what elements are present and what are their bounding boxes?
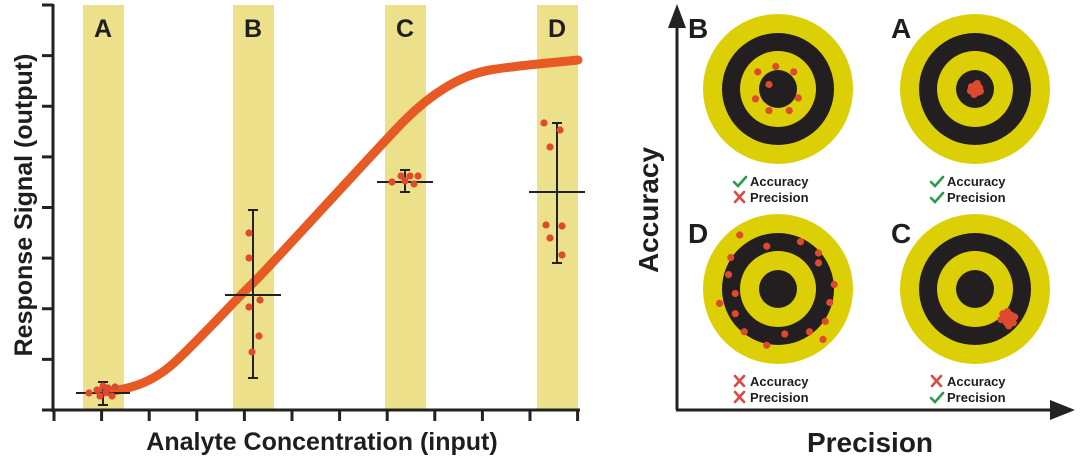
target-hit <box>751 95 760 103</box>
target-bullseye <box>759 270 797 308</box>
target-hit <box>763 242 771 250</box>
data-point-d <box>546 143 554 151</box>
precision-arrow-icon <box>1050 400 1075 420</box>
target-label-b: B <box>688 13 708 44</box>
target-hit <box>819 335 827 343</box>
accuracy-status-d: Accuracy <box>750 374 809 389</box>
data-point-b <box>255 332 263 340</box>
target-bullseye <box>759 70 797 108</box>
target-hit <box>736 231 744 239</box>
target-hit <box>715 299 724 307</box>
check-icon <box>732 175 748 188</box>
calibration-chart: A B C D Analyte Concentration (input) Respons… <box>10 3 585 456</box>
data-point-c <box>414 172 422 180</box>
target-hit <box>826 298 834 307</box>
target-hit <box>814 259 823 267</box>
target-hit <box>754 68 762 76</box>
target-hit <box>740 328 748 336</box>
target-hit <box>785 107 793 115</box>
target-hit <box>765 107 773 115</box>
data-point-c <box>406 172 414 180</box>
accuracy-axis-label: Accuracy <box>633 147 664 274</box>
target-d <box>703 214 853 364</box>
target-hit <box>724 271 733 279</box>
target-hit <box>973 80 981 88</box>
data-point-a <box>96 392 104 400</box>
data-point-d <box>540 119 548 127</box>
data-point-b <box>248 348 256 356</box>
target-hit <box>772 62 780 71</box>
data-point-b <box>245 303 253 311</box>
x-axis-label: Analyte Concentration (input) <box>146 428 497 456</box>
data-point-a <box>85 389 93 397</box>
target-hit <box>997 316 1005 324</box>
data-point-b <box>245 229 253 237</box>
data-point-a <box>108 392 116 400</box>
accuracy-status-b: Accuracy <box>750 174 809 189</box>
calibration-curve <box>98 55 583 397</box>
band-label-d: D <box>548 15 566 43</box>
y-axis-label: Response Signal (output) <box>10 54 38 357</box>
data-point-d <box>556 126 564 134</box>
target-hit <box>821 317 829 325</box>
data-point-d <box>546 234 554 242</box>
precision-status-c: Precision <box>947 390 1006 405</box>
band-c <box>385 5 426 410</box>
precision-status-d: Precision <box>750 390 809 405</box>
target-bullseye <box>956 270 994 308</box>
cross-icon <box>733 190 746 204</box>
target-hit <box>794 94 802 102</box>
cross-icon <box>930 374 943 388</box>
target-hit <box>976 87 985 95</box>
target-label-c: C <box>891 218 911 249</box>
target-hit <box>731 289 739 298</box>
check-icon <box>929 175 945 188</box>
check-icon <box>929 191 945 204</box>
target-hit <box>1011 313 1019 321</box>
target-hit <box>727 253 735 262</box>
target-hit <box>763 341 771 349</box>
data-point-b <box>245 254 253 262</box>
precision-status-b: Precision <box>750 190 809 205</box>
band-a <box>83 5 124 410</box>
target-a <box>900 14 1050 164</box>
target-hit <box>781 330 789 338</box>
target-hit <box>814 249 823 257</box>
data-point-a <box>111 383 119 391</box>
accuracy-status-a: Accuracy <box>947 174 1006 189</box>
target-b <box>703 14 853 164</box>
data-point-d <box>558 222 566 230</box>
band-label-c: C <box>396 15 414 43</box>
target-c <box>900 214 1050 364</box>
target-hit <box>830 280 838 289</box>
target-label-a: A <box>891 13 911 44</box>
target-hit <box>765 80 773 89</box>
precision-axis-label: Precision <box>807 427 933 458</box>
data-point-a <box>93 386 101 394</box>
data-point-c <box>401 177 409 185</box>
data-point-c <box>388 178 396 186</box>
target-hit <box>790 68 798 76</box>
check-icon <box>929 391 945 404</box>
data-point-d <box>558 251 566 259</box>
data-point-c <box>410 180 418 188</box>
target-hit <box>1005 322 1013 330</box>
data-point-c <box>397 172 405 180</box>
cross-icon <box>733 390 746 404</box>
precision-status-a: Precision <box>947 190 1006 205</box>
target-hit <box>731 310 739 318</box>
accuracy-status-c: Accuracy <box>947 374 1006 389</box>
target-hit <box>970 90 978 98</box>
target-hit <box>805 328 814 336</box>
target-label-d: D <box>688 218 708 249</box>
band-label-a: A <box>94 15 112 43</box>
cross-icon <box>733 374 746 388</box>
data-point-d <box>542 221 550 229</box>
data-point-b <box>256 296 264 304</box>
data-point-a <box>102 388 110 396</box>
band-label-b: B <box>244 15 262 43</box>
accuracy-arrow-icon <box>668 4 686 28</box>
target-hit <box>796 238 805 246</box>
